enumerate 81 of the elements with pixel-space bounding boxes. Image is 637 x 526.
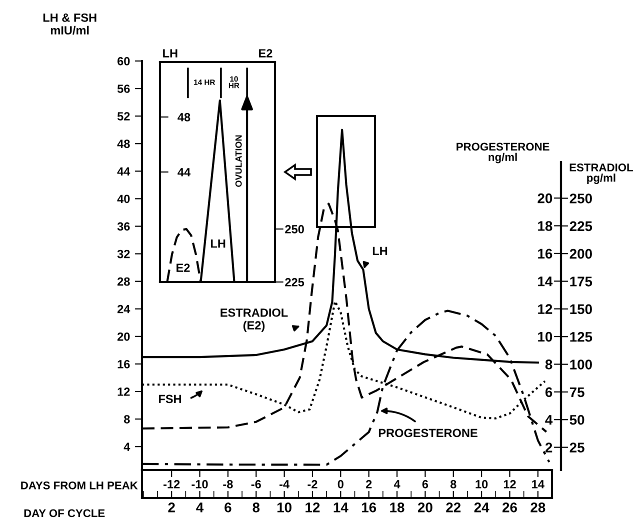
x-tick-label: 10 (476, 480, 488, 488)
x-tick-label: -8 (223, 480, 233, 488)
x-tick-label: -10 (192, 480, 208, 488)
y-tick-label: 48 (178, 113, 190, 122)
x-tick-label: 12 (504, 480, 516, 488)
x-tick-label: 8 (450, 480, 456, 488)
x2-tick-label: 20 (418, 502, 432, 512)
x-tick-label: 6 (422, 480, 428, 488)
y3-tick-label: 50 (570, 414, 584, 425)
y3-axis-title: ESTRADIOL pg/ml (570, 164, 633, 184)
annotation: ESTRADIOL (E2) (220, 308, 288, 332)
y-tick-label: 44 (117, 167, 130, 176)
annotation: E2 (176, 264, 190, 272)
y3-tick-label: 75 (570, 387, 584, 398)
x-tick-label: -12 (164, 480, 180, 488)
y2-tick-label: 225 (285, 278, 304, 286)
y2-axis-title: PROGESTERONE ng/ml (456, 142, 550, 164)
x2-tick-label: 8 (252, 502, 260, 512)
y-axis-title: LH (163, 49, 178, 58)
x-axis-title: DAYS FROM LH PEAK (21, 481, 138, 490)
y-tick-label: 32 (117, 250, 130, 258)
y2-tick-label: 10 (538, 332, 552, 342)
y2-tick-label: 2 (545, 442, 552, 452)
y-tick-label: 24 (117, 304, 130, 314)
annotation: LH (372, 246, 388, 256)
y3-tick-label: 100 (570, 360, 592, 370)
y2-tick-label: 250 (285, 225, 304, 234)
x2-tick-label: 2 (168, 502, 175, 512)
y2-tick-label: 8 (545, 360, 552, 370)
y3-tick-label: 250 (570, 194, 592, 204)
y-tick-label: 56 (117, 84, 130, 93)
x-tick-label: 14 (532, 480, 544, 488)
y-tick-label: 28 (117, 277, 130, 286)
y-tick-label: 36 (117, 222, 130, 231)
annotation: FSH (158, 394, 182, 404)
x2-tick-label: 16 (362, 502, 376, 512)
annotation: PROGESTERONE (378, 428, 478, 438)
y2-axis-title: E2 (259, 49, 272, 58)
y3-tick-label: 150 (570, 304, 592, 314)
y2-tick-label: 16 (538, 248, 552, 259)
y3-tick-label: 175 (570, 276, 592, 286)
x-tick-label: 4 (394, 480, 400, 488)
y-tick-label: 60 (117, 57, 130, 66)
annotation: OVULATION (235, 135, 242, 187)
x-tick-label: 0 (338, 480, 344, 488)
y-tick-label: 4 (124, 442, 130, 451)
x2-tick-label: 12 (306, 502, 320, 512)
y2-tick-label: 12 (538, 304, 552, 314)
y2-tick-label: 20 (538, 193, 552, 204)
y2-tick-label: 6 (545, 387, 552, 398)
x2-tick-label: 18 (390, 502, 404, 512)
y-tick-label: 48 (117, 140, 130, 148)
y2-tick-label: 14 (538, 276, 553, 286)
x2-tick-label: 4 (196, 502, 204, 512)
x-tick-label: -6 (251, 480, 261, 488)
x2-tick-label: 22 (446, 502, 461, 512)
y-tick-label: 16 (118, 360, 130, 368)
x2-tick-label: 26 (502, 502, 517, 512)
x2-tick-label: 10 (277, 502, 292, 512)
y2-tick-label: 18 (538, 221, 552, 231)
y3-tick-label: 225 (570, 221, 592, 232)
y2-tick-label: 4 (545, 415, 553, 425)
y3-tick-label: 25 (570, 442, 584, 452)
x-tick-label: -4 (280, 480, 290, 488)
x-tick-label: -2 (308, 480, 318, 488)
x2-tick-label: 24 (474, 502, 490, 512)
y3-tick-label: 125 (570, 332, 592, 342)
y-axis-title: LH & FSH mIU/ml (43, 13, 96, 35)
x2-tick-label: 6 (224, 502, 232, 512)
x-tick-label: 2 (366, 480, 372, 488)
y3-tick-label: 200 (570, 248, 592, 259)
y-tick-label: 12 (118, 388, 130, 396)
x2-tick-label: 28 (530, 502, 546, 512)
x2-tick-label: 14 (334, 502, 348, 512)
y-tick-label: 52 (117, 112, 130, 120)
y-tick-label: 8 (124, 415, 130, 424)
annotation: LH (210, 240, 226, 248)
y-tick-label: 20 (117, 332, 130, 341)
x2-axis-title: DAY OF CYCLE (24, 509, 105, 518)
y-tick-label: 40 (117, 194, 130, 204)
y-tick-label: 44 (178, 168, 190, 176)
